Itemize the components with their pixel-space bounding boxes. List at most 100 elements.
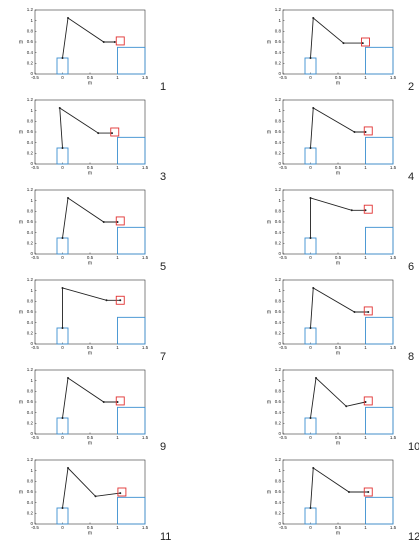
joint bbox=[116, 221, 119, 223]
x-tick-label: 0 bbox=[309, 165, 312, 170]
target bbox=[361, 37, 370, 47]
arm bbox=[310, 467, 369, 509]
x-tick-label: 1.5 bbox=[390, 525, 397, 530]
joint bbox=[67, 377, 69, 379]
x-tick-label: -0.5 bbox=[31, 75, 39, 80]
y-tick-label: 0.4 bbox=[27, 500, 34, 505]
box bbox=[117, 46, 146, 75]
joint bbox=[350, 209, 353, 212]
x-tick-label: 1.5 bbox=[142, 255, 149, 260]
x-tick-label: 1.5 bbox=[142, 75, 149, 80]
joint bbox=[312, 287, 315, 289]
joint bbox=[61, 57, 64, 59]
y-axis-label: m bbox=[19, 129, 23, 135]
y-axis-label: m bbox=[19, 489, 23, 495]
box bbox=[304, 327, 317, 345]
y-tick-label: 0.6 bbox=[275, 309, 282, 314]
axes-frame bbox=[282, 9, 394, 75]
y-tick-label: 0.2 bbox=[275, 241, 282, 246]
joint bbox=[67, 197, 69, 199]
y-tick-label: 0 bbox=[278, 341, 281, 346]
axes-frame bbox=[34, 99, 146, 165]
y-tick-label: 1.2 bbox=[275, 277, 282, 282]
x-tick-label: -0.5 bbox=[31, 525, 39, 530]
y-tick-label: 0.4 bbox=[27, 410, 34, 415]
joint bbox=[309, 197, 312, 199]
y-tick-label: 0.4 bbox=[275, 410, 282, 415]
box bbox=[117, 136, 146, 165]
x-tick-label: 1.5 bbox=[142, 435, 149, 440]
y-tick-label: 0 bbox=[30, 521, 33, 526]
x-tick-label: -0.5 bbox=[31, 345, 39, 350]
panel-number: 2 bbox=[408, 81, 414, 93]
y-tick-label: 1 bbox=[30, 468, 33, 473]
y-tick-label: 0.4 bbox=[27, 140, 34, 145]
x-axis-label: m bbox=[336, 80, 340, 86]
x-tick-label: -0.5 bbox=[279, 525, 287, 530]
x-tick-label: 1 bbox=[364, 345, 367, 350]
x-tick-label: -0.5 bbox=[31, 435, 39, 440]
y-tick-label: 0 bbox=[278, 161, 281, 166]
box bbox=[117, 406, 146, 435]
box bbox=[304, 147, 317, 165]
y-axis-label: m bbox=[267, 489, 271, 495]
joint bbox=[61, 237, 64, 239]
joint bbox=[102, 401, 105, 403]
box bbox=[117, 496, 146, 525]
x-axis-label: m bbox=[336, 350, 340, 356]
box bbox=[365, 226, 394, 255]
axes-frame bbox=[34, 279, 146, 345]
y-tick-label: 0.6 bbox=[27, 219, 34, 224]
target bbox=[363, 126, 373, 136]
joint bbox=[353, 131, 356, 133]
y-tick-label: 0.2 bbox=[27, 511, 34, 516]
box bbox=[56, 237, 69, 255]
panel-number: 4 bbox=[408, 171, 414, 183]
x-tick-label: 1.5 bbox=[390, 345, 397, 350]
y-tick-label: 0.6 bbox=[275, 489, 282, 494]
x-tick-label: -0.5 bbox=[279, 255, 287, 260]
y-tick-label: 0.2 bbox=[275, 511, 282, 516]
y-tick-label: 1 bbox=[30, 18, 33, 23]
joint bbox=[367, 311, 370, 313]
x-tick-label: 1 bbox=[364, 165, 367, 170]
box bbox=[117, 316, 146, 345]
y-tick-label: 0.8 bbox=[275, 389, 282, 394]
target bbox=[115, 295, 125, 305]
joint bbox=[364, 131, 367, 133]
arm bbox=[62, 287, 121, 328]
y-tick-label: 1.2 bbox=[27, 367, 34, 372]
y-tick-label: 1.2 bbox=[275, 187, 282, 192]
joint bbox=[58, 107, 61, 109]
target bbox=[363, 306, 373, 316]
arm bbox=[310, 107, 366, 149]
arm bbox=[59, 107, 112, 149]
joint bbox=[67, 467, 69, 469]
x-tick-label: 1.5 bbox=[142, 165, 149, 170]
joint bbox=[348, 491, 350, 493]
axes-frame bbox=[282, 369, 394, 435]
y-axis-label: m bbox=[19, 39, 23, 45]
y-tick-label: 0.4 bbox=[275, 320, 282, 325]
y-tick-label: 0.8 bbox=[275, 119, 282, 124]
arm bbox=[62, 377, 118, 419]
y-axis-label: m bbox=[19, 219, 23, 225]
y-tick-label: 1 bbox=[278, 198, 281, 203]
box bbox=[56, 417, 69, 435]
joint bbox=[312, 467, 315, 469]
x-axis-label: m bbox=[336, 260, 340, 266]
panel-number: 1 bbox=[160, 81, 166, 93]
arm bbox=[310, 377, 366, 419]
box bbox=[365, 406, 394, 435]
box bbox=[304, 417, 317, 435]
x-axis-label: m bbox=[88, 80, 92, 86]
x-tick-label: 1 bbox=[116, 435, 119, 440]
y-tick-label: 1.2 bbox=[275, 367, 282, 372]
y-tick-label: 0.2 bbox=[275, 421, 282, 426]
y-tick-label: 0.8 bbox=[27, 299, 34, 304]
arm bbox=[62, 197, 118, 239]
y-tick-label: 1.2 bbox=[275, 7, 282, 12]
box bbox=[365, 496, 394, 525]
y-tick-label: 1 bbox=[278, 288, 281, 293]
